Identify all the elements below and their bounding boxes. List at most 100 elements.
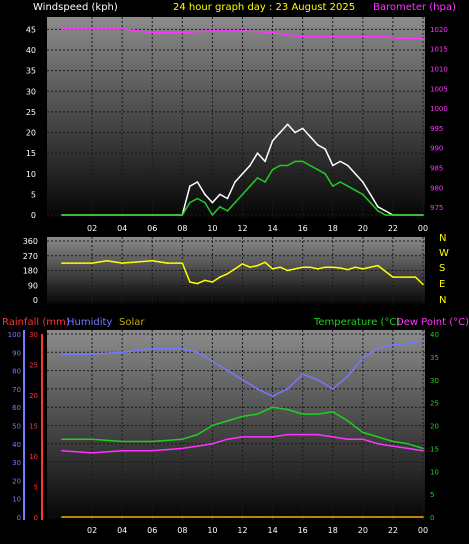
- temperature-series-point: [301, 413, 304, 415]
- direction-series-point: [301, 266, 304, 269]
- wind-avg-series-point: [211, 214, 214, 216]
- wind-avg-series-point: [91, 214, 93, 216]
- temperature-series-point: [422, 447, 424, 450]
- wind-avg-series-point: [279, 164, 281, 167]
- temp-y-tick-label: 20: [430, 423, 439, 431]
- barometer-series-point: [196, 30, 199, 33]
- solar-series-point: [196, 516, 199, 518]
- humidity-y-tick-label: 90: [12, 349, 21, 357]
- direction-series-point: [61, 262, 63, 264]
- x-tick-label: 22: [388, 224, 398, 233]
- dewpoint-series-point: [91, 452, 93, 454]
- baro-y-tick-label: 1015: [430, 46, 448, 54]
- x-tick-label: 12: [237, 526, 247, 535]
- humidity-series-point: [121, 351, 123, 354]
- direction-y-tick-label: 360: [23, 237, 38, 246]
- temperature-series-point: [241, 415, 244, 418]
- direction-series-point: [422, 283, 424, 286]
- barometer-series-point: [121, 28, 123, 30]
- solar-series-point: [61, 516, 63, 518]
- gust-series-point: [384, 210, 387, 212]
- rain-y-tick-label: 5: [34, 484, 38, 492]
- barometer-series-point: [294, 35, 296, 37]
- direction-series-point: [256, 264, 259, 267]
- gust-series-point: [324, 148, 327, 150]
- gust-series-point: [354, 173, 357, 175]
- wind-avg-series-point: [196, 197, 199, 200]
- wind-avg-series-point: [226, 210, 229, 212]
- barometer-series-point: [286, 34, 289, 36]
- humidity-series-point: [332, 388, 334, 390]
- direction-series-point: [354, 266, 357, 269]
- direction-series-point: [377, 264, 379, 267]
- barometer-series-point: [301, 36, 304, 38]
- wind-avg-series-point: [219, 206, 221, 208]
- x-tick-label: 04: [117, 224, 127, 233]
- direction-y-tick-label: 90: [28, 281, 38, 290]
- humidity-y-tick-label: 30: [12, 459, 21, 467]
- humidity-series-point: [226, 369, 229, 372]
- gust-series-point: [196, 181, 199, 183]
- direction-series-point: [219, 276, 221, 278]
- humidity-series-point: [377, 347, 379, 350]
- humidity-series-point: [422, 340, 424, 343]
- dewpoint-series-point: [362, 438, 364, 441]
- solar-series-point: [392, 516, 394, 518]
- barometer-series-point: [324, 36, 327, 38]
- x-tick-label: 10: [207, 526, 217, 535]
- direction-series-point: [309, 266, 312, 269]
- gust-series-point: [347, 164, 349, 167]
- direction-series-point: [226, 273, 229, 275]
- baro-y-tick-label: 990: [430, 145, 443, 153]
- wind-avg-series-point: [309, 164, 312, 167]
- wind-y-tick-label: 35: [26, 67, 36, 76]
- humidity-axis-label: Humidity: [67, 317, 112, 328]
- direction-series-point: [264, 261, 266, 264]
- barometer-series-point: [61, 28, 63, 30]
- wind-avg-series-point: [189, 201, 191, 204]
- dewpoint-series-point: [256, 436, 259, 438]
- humidity-y-tick-label: 20: [12, 477, 21, 485]
- temperature-series-point: [181, 438, 184, 441]
- dewpoint-axis-label: Dew Point (°C): [396, 317, 469, 328]
- temperature-series-point: [332, 411, 334, 413]
- wind-avg-series-point: [234, 201, 236, 204]
- wind-avg-series-point: [362, 193, 364, 196]
- barometer-series-point: [91, 28, 93, 30]
- humidity-series-point: [392, 344, 394, 346]
- temp-y-tick-label: 30: [430, 377, 439, 385]
- humidity-series-point: [61, 353, 63, 355]
- rain-y-tick-label: 15: [29, 423, 38, 431]
- dewpoint-series-point: [332, 436, 334, 438]
- barometer-series-point: [354, 36, 357, 38]
- wind-avg-series-point: [151, 214, 154, 216]
- x-tick-label: 16: [298, 526, 308, 535]
- dewpoint-series-point: [271, 436, 274, 438]
- solar-series-point: [256, 516, 259, 518]
- compass-label: S: [439, 263, 445, 274]
- temperature-series-point: [121, 440, 123, 443]
- wind-avg-series: [62, 160, 423, 216]
- temp-y-tick-label: 5: [430, 491, 434, 499]
- barometer-series-point: [384, 36, 387, 38]
- humidity-series-point: [347, 375, 349, 377]
- wind-avg-series-point: [354, 189, 357, 192]
- humidity-series-point: [151, 347, 154, 350]
- direction-series-point: [106, 259, 108, 262]
- solar-series-point: [347, 516, 349, 518]
- barometer-series-point: [309, 36, 312, 38]
- direction-series-point: [324, 266, 327, 269]
- x-tick-label: 20: [358, 224, 368, 233]
- temperature-series-point: [316, 413, 319, 415]
- wind-avg-series-point: [264, 181, 266, 183]
- rain-y-tick-label: 30: [29, 331, 38, 339]
- wind-y-tick-label: 5: [31, 190, 36, 199]
- x-tick-label: 04: [117, 526, 127, 535]
- barometer-series-point: [256, 30, 259, 33]
- rainfall-axis-label: Rainfall (mm): [2, 317, 70, 328]
- direction-series-point: [347, 268, 349, 271]
- wind-avg-series-point: [332, 185, 334, 187]
- gridlines: [47, 17, 425, 520]
- x-tick-label: 18: [328, 224, 338, 233]
- gust-series-point: [316, 144, 319, 146]
